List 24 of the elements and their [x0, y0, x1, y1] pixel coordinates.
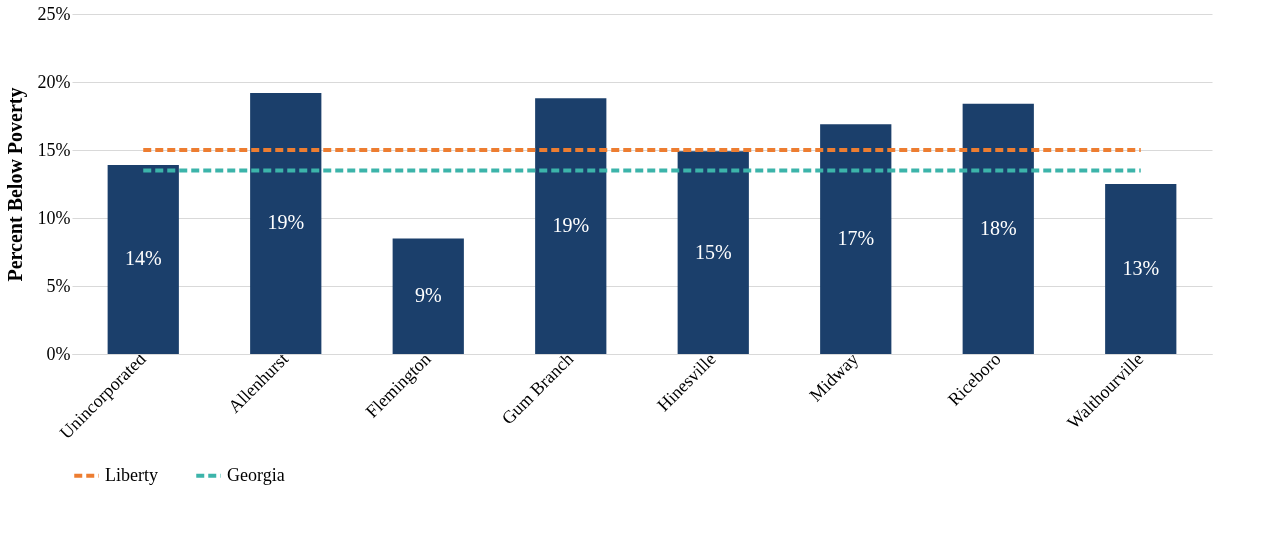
data-label: 14%	[124, 247, 162, 270]
bar	[392, 238, 464, 354]
y-tick-label: 10%	[37, 207, 71, 228]
y-tick-label: 5%	[46, 275, 71, 296]
data-label: 18%	[979, 216, 1017, 239]
data-label: 17%	[837, 227, 875, 250]
bar	[1105, 184, 1177, 354]
legend-label: Liberty	[105, 464, 158, 485]
y-tick-label: 20%	[37, 71, 71, 92]
y-tick-label: 15%	[37, 139, 71, 160]
bar	[250, 92, 322, 354]
y-tick-label: 25%	[37, 3, 71, 24]
data-label: 13%	[1122, 257, 1160, 279]
y-axis-title: Percent Below Poverty	[3, 87, 27, 282]
bar	[535, 98, 607, 354]
data-label: 9%	[414, 284, 442, 307]
data-label: 19%	[552, 214, 590, 237]
bar	[107, 164, 179, 354]
data-label: 15%	[694, 240, 732, 263]
bar	[962, 103, 1034, 354]
bar	[677, 151, 749, 354]
data-label: 19%	[267, 211, 305, 234]
legend-label: Georgia	[227, 464, 285, 485]
bar	[820, 124, 892, 354]
